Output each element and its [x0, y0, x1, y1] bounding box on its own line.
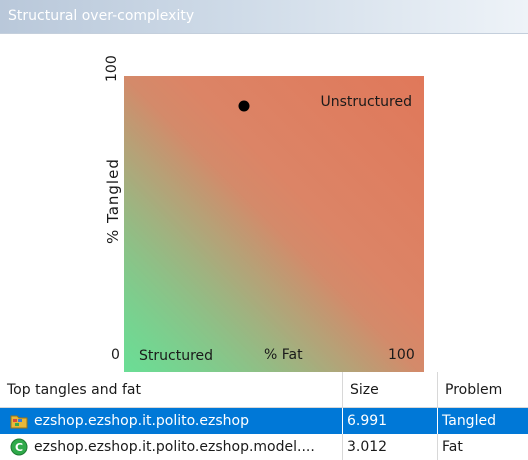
complexity-plot[interactable]: Unstructured Structured	[124, 76, 424, 376]
row-size: 3.012	[342, 434, 437, 460]
y-axis-label: % Tangled	[104, 158, 122, 244]
package-folder-icon	[10, 415, 28, 429]
row-problem: Fat	[437, 434, 528, 460]
row-problem: Tangled	[437, 408, 528, 434]
chart-area: Unstructured Structured 0 100 % Fat 100 …	[0, 34, 528, 376]
column-header-name[interactable]: Top tangles and fat	[7, 382, 141, 398]
row-name: ezshop.ezshop.it.polito.ezshop	[34, 413, 249, 429]
tangles-table: Top tangles and fat Size Problem ezshop.…	[0, 372, 528, 460]
table-row[interactable]: ezshop.ezshop.it.polito.ezshop 6.991 Tan…	[0, 408, 528, 434]
x-axis-label: % Fat	[264, 347, 303, 363]
panel-title-bar[interactable]: Structural over-complexity	[0, 0, 528, 34]
row-name: ezshop.ezshop.it.polito.ezshop.model....	[34, 439, 315, 455]
unstructured-label: Unstructured	[320, 94, 412, 110]
column-header-problem[interactable]: Problem	[437, 372, 528, 408]
x-tick-0: 0	[111, 347, 120, 363]
y-tick-100: 100	[104, 55, 120, 82]
x-tick-100: 100	[388, 347, 415, 363]
row-size: 6.991	[342, 408, 437, 434]
column-header-size[interactable]: Size	[342, 372, 437, 408]
table-row[interactable]: C ezshop.ezshop.it.polito.ezshop.model..…	[0, 434, 528, 460]
structured-label: Structured	[139, 348, 214, 364]
class-icon: C	[10, 438, 28, 456]
panel-title: Structural over-complexity	[8, 8, 195, 24]
data-point-0[interactable]	[238, 100, 250, 112]
table-header: Top tangles and fat Size Problem	[0, 372, 528, 408]
svg-text:C: C	[15, 441, 23, 454]
